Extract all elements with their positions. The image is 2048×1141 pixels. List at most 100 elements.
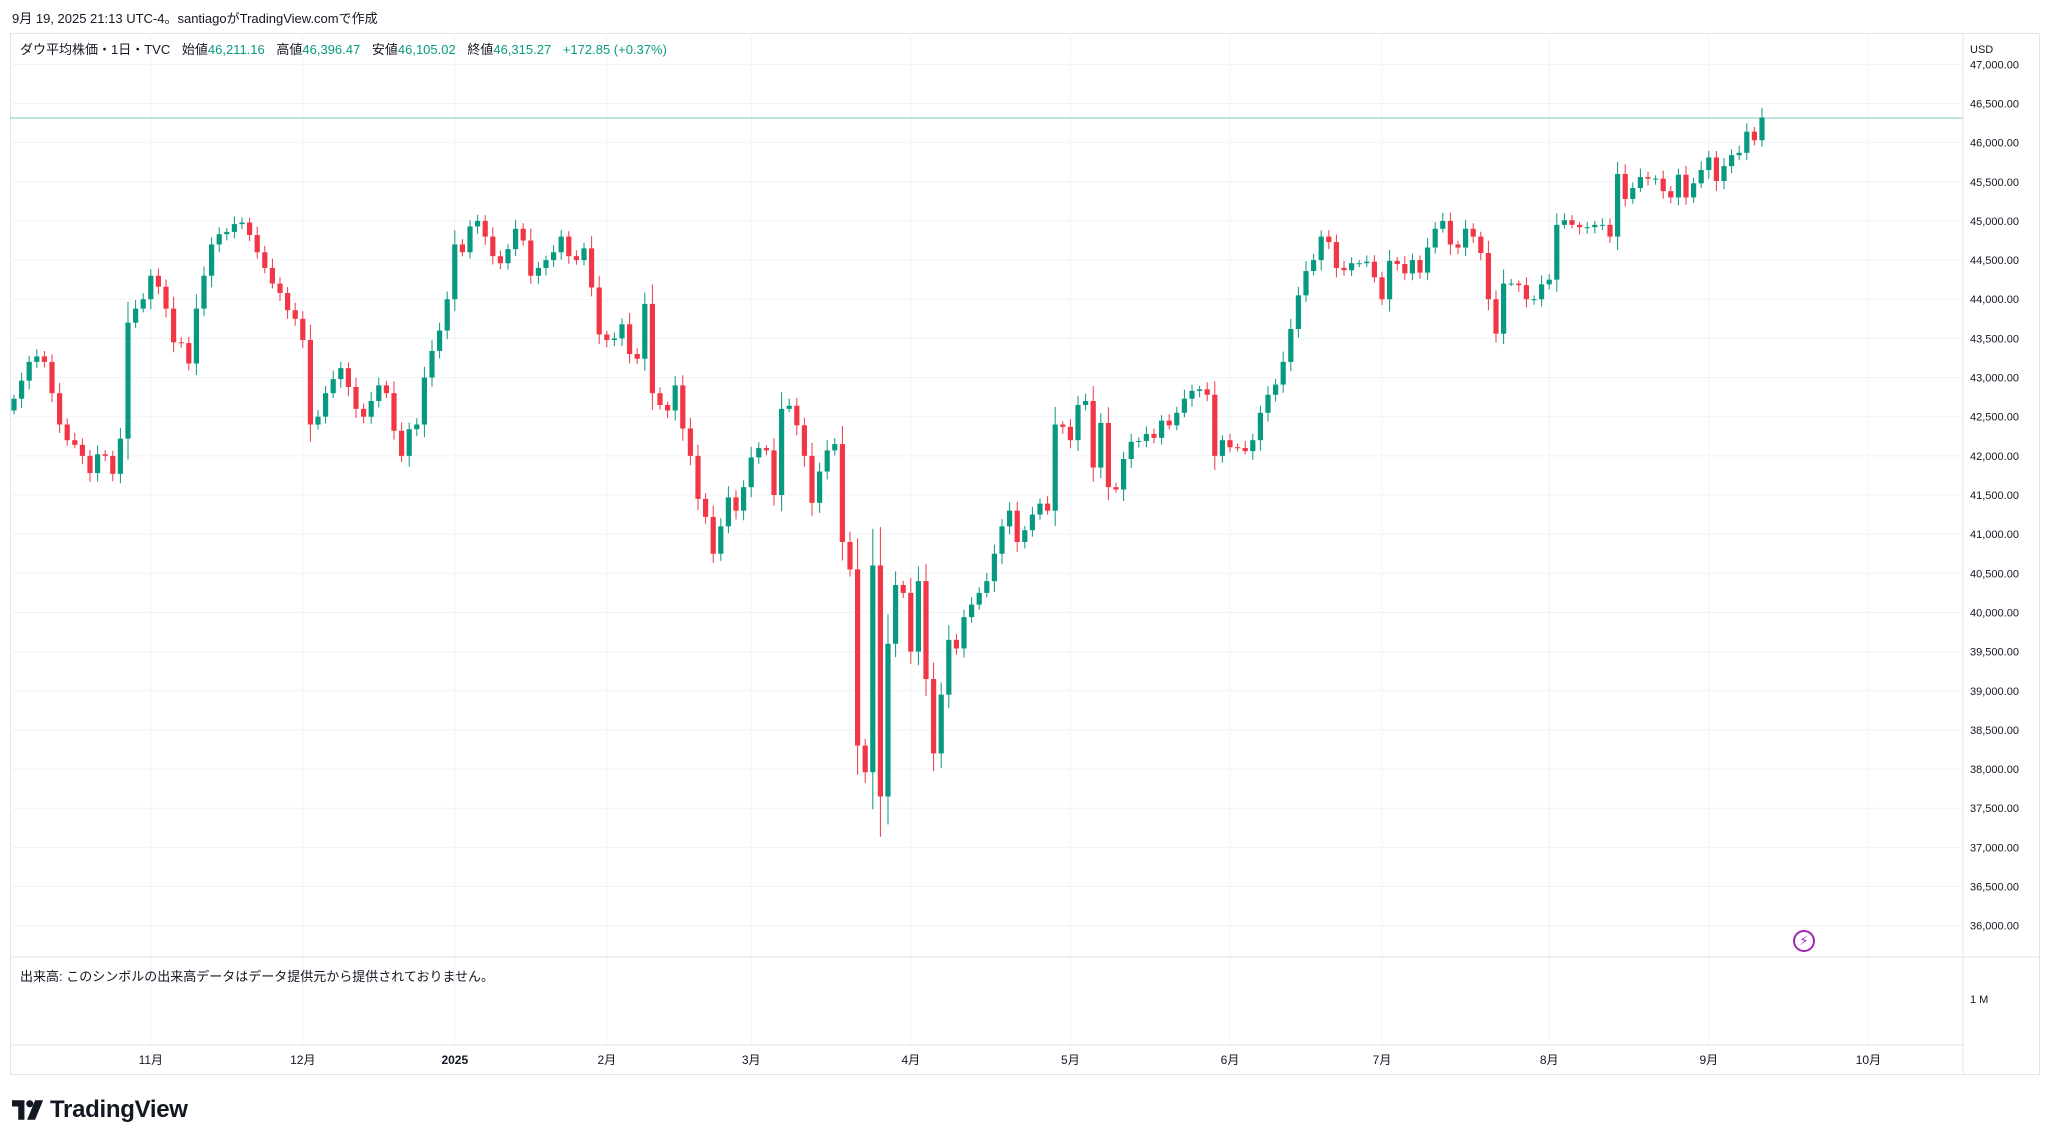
candle [163, 279, 169, 318]
price-axis: USD 1 M [10, 33, 2040, 1075]
candle [19, 372, 25, 408]
candle [254, 226, 260, 259]
candle-body [26, 361, 32, 381]
candle [938, 682, 944, 769]
candle [680, 375, 686, 441]
candle-body [110, 455, 116, 474]
candle [216, 227, 222, 253]
candle-body [1539, 284, 1545, 300]
candle-body [1698, 170, 1704, 184]
candle-body [1227, 440, 1233, 448]
candle-body [247, 222, 253, 236]
candle [763, 445, 769, 456]
candle-body [1174, 412, 1180, 426]
candle [832, 437, 838, 456]
candle-body [1204, 389, 1210, 395]
x-tick-label: 12月 [290, 1053, 315, 1067]
candle-body [285, 292, 291, 311]
candle [991, 544, 997, 593]
candle-body [1128, 441, 1134, 459]
candle-body [1691, 183, 1697, 198]
candle [72, 432, 78, 449]
candle-body [406, 429, 412, 456]
candle [794, 398, 800, 436]
candle-body [1645, 177, 1651, 179]
candle-body [627, 324, 633, 355]
candle-body [1425, 247, 1431, 273]
candle [931, 662, 937, 772]
candle-body [353, 386, 359, 409]
candle-body [467, 226, 473, 253]
candle [1151, 428, 1157, 444]
candle-body [1022, 530, 1028, 542]
candle-body [1493, 299, 1499, 334]
candle-body [87, 455, 93, 474]
candle [543, 255, 549, 276]
candle-body [482, 220, 488, 237]
candle-body [1219, 440, 1225, 456]
candle-body [148, 275, 154, 300]
candle-body [186, 343, 192, 364]
candle-body [399, 430, 405, 456]
candle [687, 417, 693, 466]
candle-body [1121, 458, 1127, 490]
candle-body [1706, 157, 1712, 171]
candle [1318, 230, 1324, 271]
candle-body [794, 405, 800, 426]
candle-body [1326, 236, 1332, 243]
candle-body [277, 283, 283, 293]
candle-body [969, 604, 975, 618]
candle-body [725, 497, 731, 527]
lightning-icon[interactable]: ⚡ [1793, 930, 1815, 952]
candle-body [1478, 236, 1484, 254]
x-tick-label: 5月 [1061, 1053, 1080, 1067]
candle-body [1197, 389, 1203, 391]
candle [1181, 389, 1187, 418]
candle [634, 348, 640, 364]
candle-body [604, 334, 610, 340]
candle [300, 311, 306, 349]
candle-body [946, 639, 952, 695]
candle-body [178, 342, 184, 344]
candle [1083, 393, 1089, 411]
candle [178, 337, 184, 348]
time-axis-labels: 11月 12月 2025 2月 3月 4月 5月 6月 7月 8月 9月 10月 [139, 1053, 1882, 1067]
candle-body [57, 393, 63, 425]
candle [1607, 218, 1613, 244]
candle-body [839, 444, 845, 542]
tradingview-logo[interactable]: TradingView [12, 1096, 188, 1124]
candle-body [79, 444, 85, 456]
candle [649, 284, 655, 410]
candle-body [1653, 178, 1659, 180]
candle [1090, 386, 1096, 482]
y-tick-label: 47,000.00 [1970, 59, 2019, 71]
candle [672, 376, 678, 421]
candle-body [1356, 263, 1362, 265]
high-value: 46,396.47 [302, 42, 361, 57]
candle [239, 217, 245, 229]
chart-legend: ダウ平均株価・1日・TVC 始値46,211.16 高値46,396.47 安値… [20, 39, 667, 58]
candle [1561, 213, 1567, 229]
candle-body [323, 393, 329, 417]
candle-body [931, 679, 937, 754]
candle [1569, 215, 1575, 229]
candle [475, 214, 481, 234]
candle [1516, 280, 1522, 292]
candle [1341, 260, 1347, 276]
candle-body [733, 497, 739, 511]
candle-body [1607, 224, 1613, 237]
chart-header: 9月 19, 2025 21:13 UTC-4。santiagoがTrading… [12, 11, 378, 26]
candle [596, 275, 602, 344]
y-tick-label: 43,000.00 [1970, 373, 2019, 385]
candle [1736, 145, 1742, 161]
candle-body [741, 487, 747, 511]
candle-body [1387, 260, 1393, 300]
candle [117, 428, 123, 484]
candle [695, 444, 701, 511]
candle [247, 217, 253, 242]
candle-body [1151, 433, 1157, 438]
x-tick-label: 10月 [1856, 1053, 1881, 1067]
candle [627, 313, 633, 364]
candle-body [315, 416, 321, 425]
